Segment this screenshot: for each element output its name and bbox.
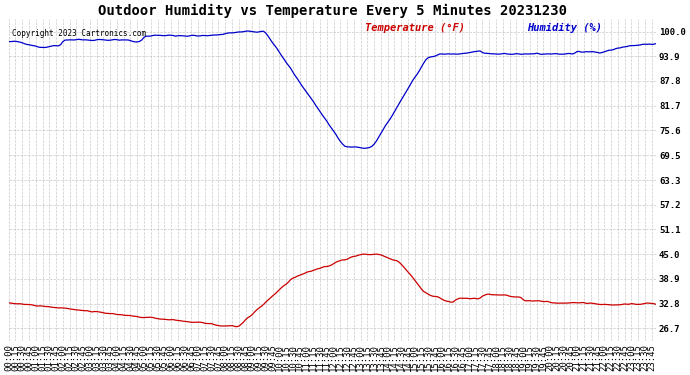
Text: Temperature (°F): Temperature (°F) bbox=[365, 23, 465, 33]
Text: Copyright 2023 Cartronics.com: Copyright 2023 Cartronics.com bbox=[12, 29, 146, 38]
Text: Humidity (%): Humidity (%) bbox=[526, 23, 602, 33]
Title: Outdoor Humidity vs Temperature Every 5 Minutes 20231230: Outdoor Humidity vs Temperature Every 5 … bbox=[98, 4, 567, 18]
